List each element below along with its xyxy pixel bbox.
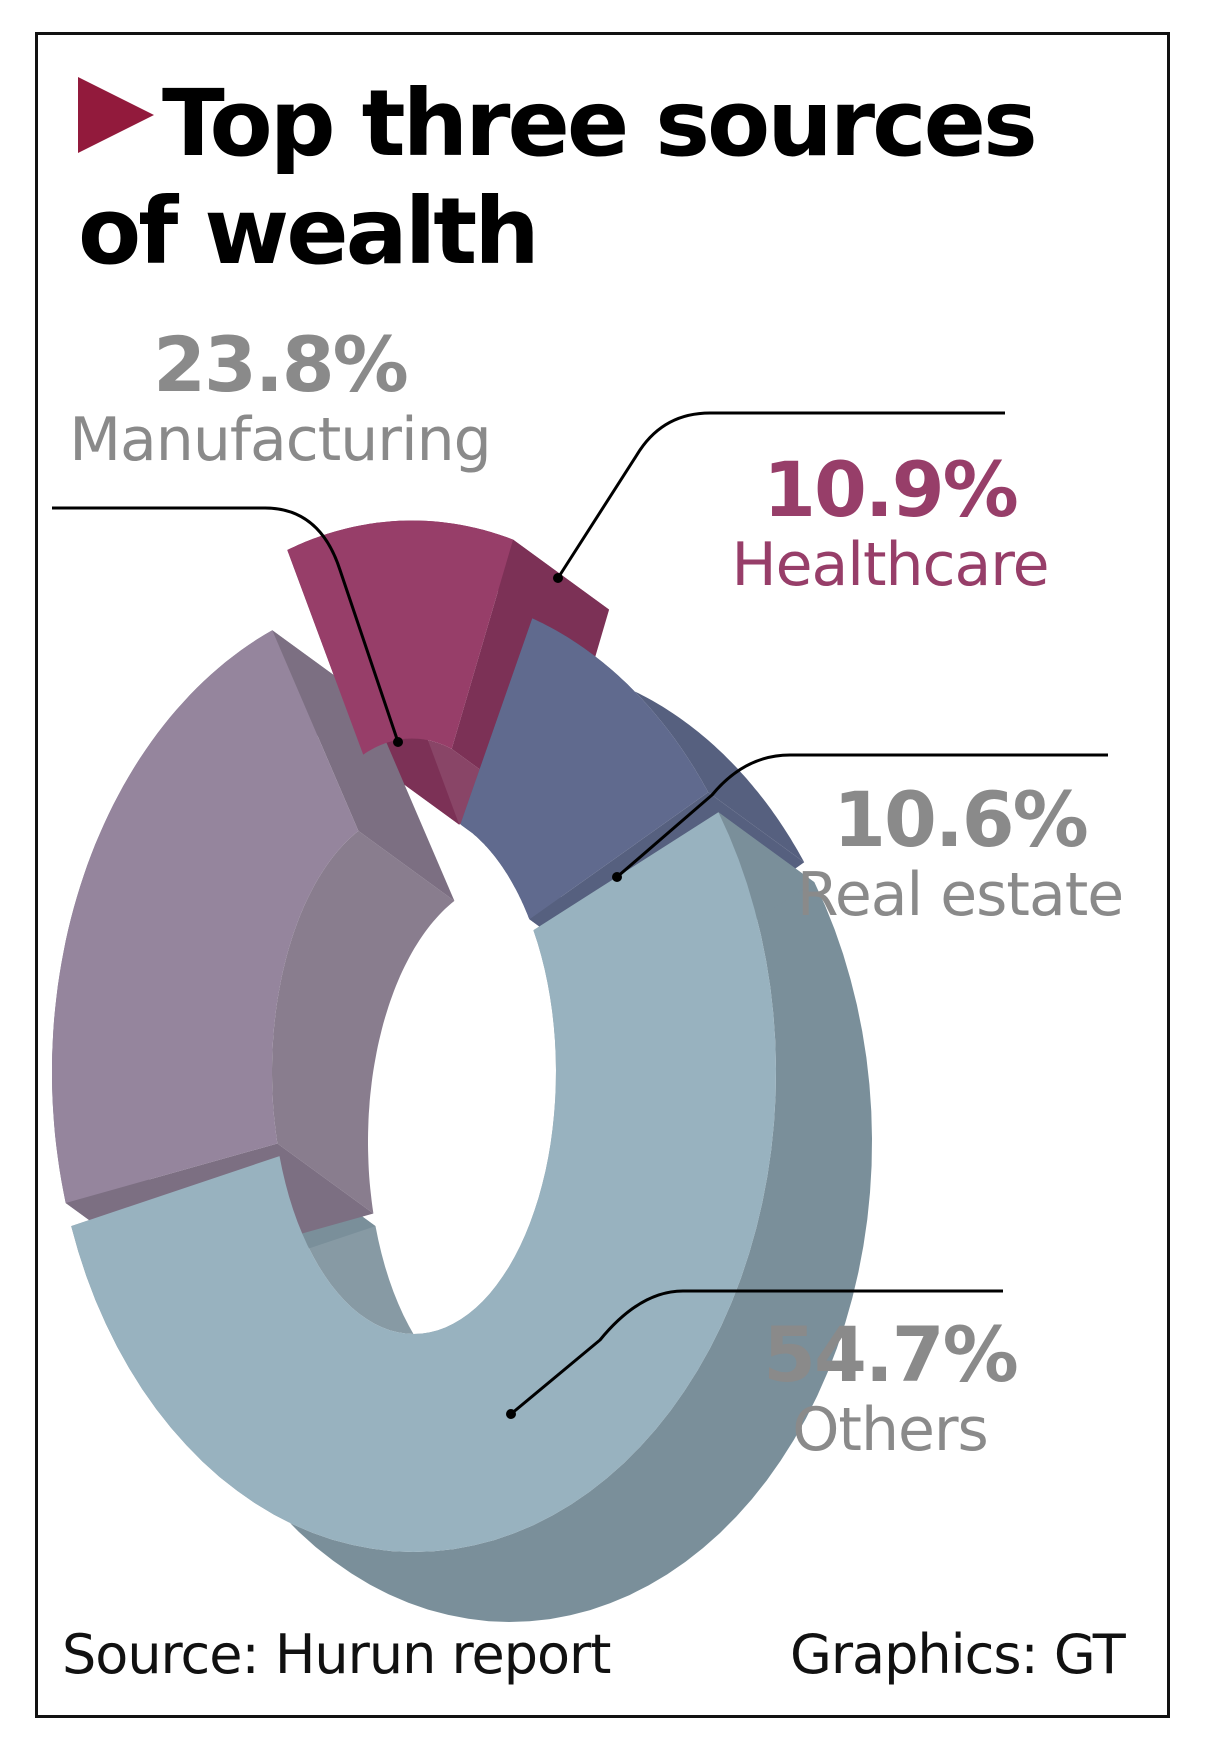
value-label-real-estate: 10.6% — [833, 775, 1089, 864]
slice-side-manufacturing-inner — [272, 830, 455, 1214]
leader-line-healthcare — [556, 411, 1005, 579]
source-note: Source: Hurun report — [62, 1623, 611, 1686]
slice-realestate — [460, 618, 709, 920]
category-label-manufacturing: Manufacturing — [69, 405, 491, 475]
leader-dot-real-estate — [612, 872, 622, 882]
label-manufacturing: 23.8% Manufacturing — [40, 320, 520, 476]
title-line-2: of wealth — [78, 178, 540, 285]
leader-line-manufacturing — [52, 506, 400, 743]
slice-manufacturing — [52, 630, 359, 1203]
value-label-healthcare: 10.9% — [763, 445, 1019, 534]
leader-line-real-estate — [616, 753, 1108, 879]
slice-others — [71, 812, 776, 1552]
category-label-healthcare: Healthcare — [731, 530, 1049, 600]
triangle-bullet-icon — [78, 77, 154, 153]
category-label-others: Others — [792, 1395, 989, 1465]
label-real-estate: 10.6% Real estate — [760, 775, 1160, 931]
leader-lines — [52, 411, 1108, 1419]
value-label-manufacturing: 23.8% — [153, 320, 409, 409]
chart-title: Top three sources of wealth — [78, 70, 1038, 286]
label-healthcare: 10.9% Healthcare — [690, 445, 1090, 601]
category-label-real-estate: Real estate — [796, 860, 1124, 930]
label-others: 54.7% Others — [740, 1310, 1040, 1466]
slice-side-realestate-outer — [532, 618, 805, 863]
slice-side-others-outer — [71, 812, 872, 1622]
slice-side-manufacturing-end — [272, 630, 455, 901]
leader-dot-healthcare — [553, 573, 563, 583]
chart-frame — [35, 32, 1170, 1718]
leader-dot-manufacturing — [393, 737, 403, 747]
title-line-1: Top three sources — [162, 70, 1038, 177]
leader-line-others — [510, 1289, 1003, 1416]
graphics-credit: Graphics: GT — [790, 1623, 1126, 1686]
leader-dot-others — [506, 1409, 516, 1419]
value-label-others: 54.7% — [763, 1310, 1019, 1399]
donut-group — [52, 520, 872, 1622]
